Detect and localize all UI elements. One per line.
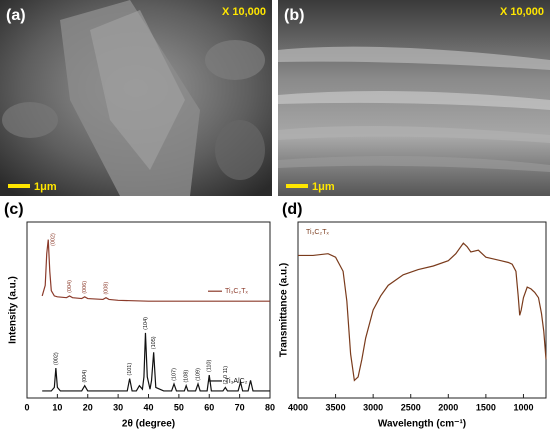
peak-label: (004) xyxy=(82,370,88,383)
scale-bar-label: 1μm xyxy=(34,181,57,193)
x-axis-label: 2θ (degree) xyxy=(122,419,175,430)
series-line xyxy=(298,242,547,382)
peak-label: (109) xyxy=(195,368,201,381)
plot-frame xyxy=(297,221,547,399)
peak-label: (2 0 11) xyxy=(223,366,229,385)
sem-image-a xyxy=(0,0,272,196)
sem-image-b xyxy=(278,0,550,196)
x-tick-label: 30 xyxy=(113,402,123,412)
peak-label: (006) xyxy=(82,281,88,294)
x-tick-label: 50 xyxy=(174,402,184,412)
panel-label: (c) xyxy=(4,201,24,218)
series-line xyxy=(41,239,270,302)
legend-label: Ti₃C₂Tₓ xyxy=(225,288,248,295)
x-tick-label: 3500 xyxy=(326,402,346,412)
peak-label: (104) xyxy=(143,317,149,330)
scale-bar-label: 1μm xyxy=(312,181,335,193)
x-tick-label: 70 xyxy=(235,402,245,412)
x-axis-label: Wavelength (cm⁻¹) xyxy=(378,419,466,430)
x-tick-label: 60 xyxy=(204,402,214,412)
peak-label: (002) xyxy=(51,233,57,246)
panel-label: (a) xyxy=(6,7,26,24)
peak-label: (110) xyxy=(207,360,213,373)
peak-label: (004) xyxy=(67,280,73,293)
peak-label: (008) xyxy=(103,282,109,295)
peak-label: (101) xyxy=(127,363,133,376)
x-tick-label: 40 xyxy=(143,402,153,412)
peak-label: (002) xyxy=(53,352,59,365)
series-line xyxy=(42,332,270,392)
x-tick-label: 20 xyxy=(83,402,93,412)
peak-label: (107) xyxy=(171,368,177,381)
x-tick-label: 10 xyxy=(52,402,62,412)
y-axis-label: Transmittance (a.u.) xyxy=(279,263,290,357)
x-tick-label: 3000 xyxy=(363,402,383,412)
peak-label: (105) xyxy=(151,336,157,349)
peak-label: (108) xyxy=(184,370,190,383)
x-tick-label: 2500 xyxy=(401,402,421,412)
panel-label: (d) xyxy=(282,201,302,218)
x-tick-label: 0 xyxy=(24,402,29,412)
x-tick-label: 80 xyxy=(265,402,275,412)
x-tick-label: 2000 xyxy=(438,402,458,412)
x-tick-label: 1500 xyxy=(476,402,496,412)
legend-label: Ti₃AlC₂ xyxy=(225,378,248,385)
x-tick-label: 4000 xyxy=(288,402,308,412)
magnification: X 10,000 xyxy=(222,6,266,18)
y-axis-label: Intensity (a.u.) xyxy=(8,276,19,344)
x-tick-label: 1000 xyxy=(513,402,533,412)
magnification: X 10,000 xyxy=(500,6,544,18)
panel-label: (b) xyxy=(284,7,304,24)
legend-label: Ti₃C₂Tₓ xyxy=(306,229,329,236)
plot-frame xyxy=(26,221,271,399)
